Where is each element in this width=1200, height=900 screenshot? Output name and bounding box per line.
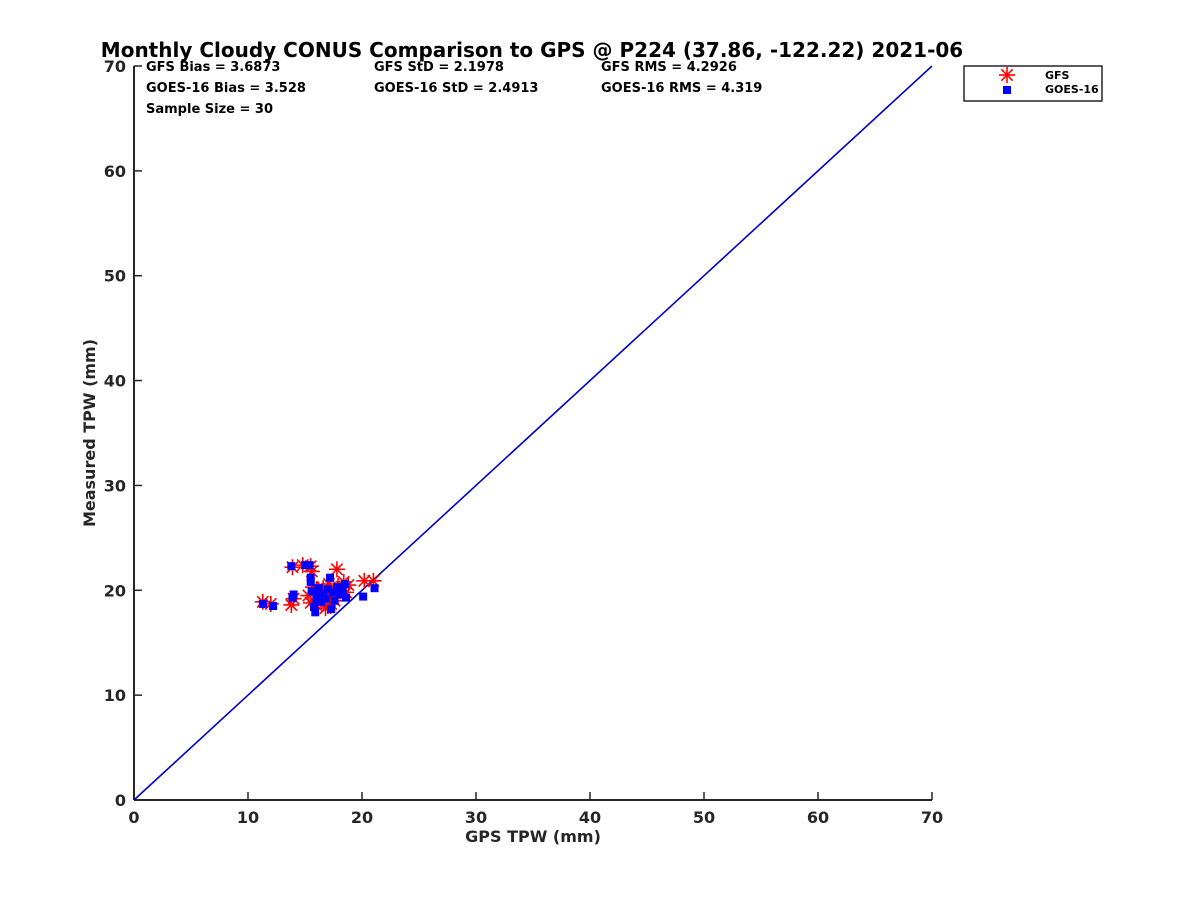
- goes-point: [342, 593, 351, 602]
- goes-rms-text: GOES-16 RMS = 4.319: [601, 81, 762, 96]
- x-tick-label: 0: [128, 808, 139, 827]
- x-axis-label: GPS TPW (mm): [465, 827, 601, 846]
- goes-point: [312, 595, 321, 604]
- goes-point: [311, 608, 320, 617]
- goes-point: [314, 584, 323, 593]
- x-tick-label: 10: [237, 808, 259, 827]
- y-tick-label: 60: [104, 162, 126, 181]
- asterisk-stroke: [358, 574, 371, 588]
- goes-point: [258, 599, 267, 608]
- x-tick-label: 70: [921, 808, 943, 827]
- asterisk-stroke: [1000, 68, 1014, 82]
- goes-point: [306, 577, 315, 586]
- y-tick-label: 50: [104, 267, 126, 286]
- goes-point: [319, 590, 328, 599]
- y-tick-label: 40: [104, 372, 126, 391]
- x-tick-label: 40: [579, 808, 601, 827]
- asterisk-stroke: [322, 577, 336, 591]
- goes-point: [287, 562, 296, 571]
- chart-title: Monthly Cloudy CONUS Comparison to GPS @…: [101, 38, 963, 62]
- goes-point: [326, 573, 335, 582]
- gfs-bias-text: GFS Bias = 3.6873: [146, 60, 280, 75]
- legend-goes-marker: [1003, 86, 1011, 94]
- goes-point: [340, 579, 349, 588]
- y-tick-label: 70: [104, 57, 126, 76]
- legend-gfs-marker: [999, 67, 1015, 83]
- legend-box: [963, 65, 1103, 102]
- legend-goes-label: GOES-16: [1045, 83, 1099, 96]
- x-tick-label: 60: [807, 808, 829, 827]
- legend-gfs-asterisk: [999, 67, 1015, 83]
- goes-point: [289, 590, 298, 599]
- goes-point: [301, 561, 309, 570]
- goes-point: [316, 597, 325, 606]
- sample-size-text: Sample Size = 30: [146, 102, 273, 117]
- goes-point: [306, 573, 315, 582]
- y-tick-label: 20: [104, 581, 126, 600]
- goes-point: [370, 584, 379, 593]
- x-tick-label: 30: [465, 808, 487, 827]
- goes-point: [310, 603, 319, 612]
- asterisk-stroke: [285, 598, 298, 612]
- y-tick-label: 10: [104, 686, 126, 705]
- goes-bias-text: GOES-16 Bias = 3.528: [146, 81, 306, 96]
- y-axis-label: Measured TPW (mm): [80, 339, 99, 527]
- goes-point: [327, 605, 336, 614]
- goes-point: [338, 586, 347, 595]
- goes-point: [269, 602, 278, 611]
- x-tick-label: 20: [351, 808, 373, 827]
- legend: GFS GOES-16: [963, 65, 1103, 102]
- goes-point: [305, 561, 314, 570]
- axis-ticks: 0 10 20 30 40 50 60 70 0 10 20 30 40 50 60 70: [104, 57, 943, 827]
- goes-point: [313, 591, 322, 600]
- legend-gfs-label: GFS: [1045, 69, 1070, 82]
- x-tick-label: 50: [693, 808, 715, 827]
- goes-point: [329, 588, 338, 597]
- goes-point: [323, 585, 332, 594]
- y-tick-label: 30: [104, 476, 126, 495]
- gfs-point: [328, 561, 345, 578]
- goes-point: [321, 594, 330, 603]
- gfs-rms-text: GFS RMS = 4.2926: [601, 60, 737, 75]
- asterisk-stroke: [330, 563, 344, 576]
- goes-point: [330, 596, 339, 605]
- goes-series: [258, 561, 379, 617]
- y-tick-label: 0: [115, 791, 126, 810]
- goes-point: [359, 592, 368, 601]
- goes-point: [332, 583, 341, 592]
- one-to-one-line: [133, 65, 933, 801]
- asterisk-stroke: [302, 589, 315, 602]
- goes-point: [307, 587, 316, 596]
- gfs-std-text: GFS StD = 2.1978: [374, 60, 504, 75]
- goes-std-text: GOES-16 StD = 2.4913: [374, 81, 538, 96]
- goes-point: [335, 590, 344, 599]
